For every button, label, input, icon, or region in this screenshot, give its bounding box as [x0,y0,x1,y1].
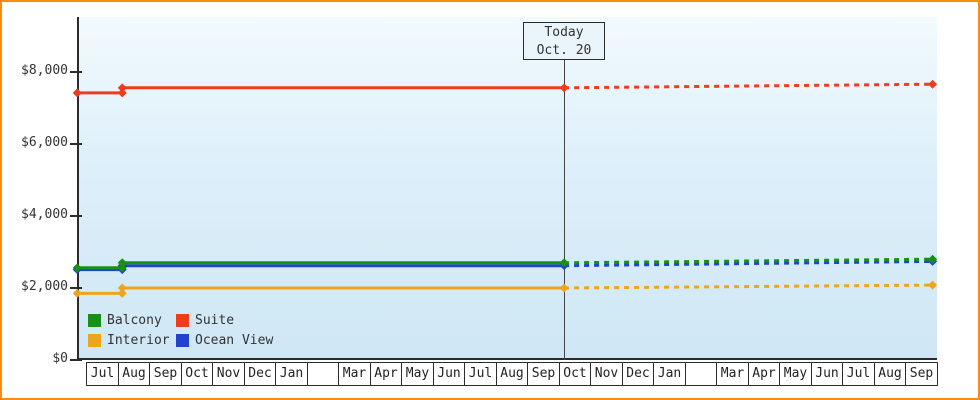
x-axis-month-cell: Dec [244,362,276,386]
x-axis-month-cell: Mar [716,362,749,386]
x-axis-month-cell: Apr [748,362,780,386]
y-axis-tick-mark [70,359,82,361]
x-axis-month-cell: Sep [149,362,182,386]
legend-swatch-icon [88,334,101,347]
legend-item: Suite [176,313,273,328]
x-axis-month-cell: Jul [842,362,875,386]
legend-swatch-icon [176,314,189,327]
y-axis-tick-label: $6,000 [21,135,68,150]
x-axis-month-cell: Apr [370,362,402,386]
legend-label: Interior [107,333,170,348]
legend-swatch-icon [88,314,101,327]
y-axis-tick-mark [70,71,82,73]
x-axis-month-cell: Jun [433,362,465,386]
legend: Balcony Suite Interior Ocean View [88,313,273,348]
x-axis-month-cell: Sep [527,362,560,386]
x-axis-month-cell: Jul [86,362,119,386]
x-axis-month-cell: Jul [464,362,497,386]
legend-item: Balcony [88,313,176,328]
y-axis-tick-label: $2,000 [21,279,68,294]
x-axis-month-cell: Nov [212,362,245,386]
x-axis-month-cell: Sep [905,362,938,386]
x-axis-month-cell: Aug [874,362,906,386]
x-axis-month-cell: Jun [811,362,843,386]
today-line [564,60,565,360]
x-axis-month-cell: Aug [118,362,150,386]
x-axis-month-cell: Oct [559,362,591,386]
plot-area [77,17,937,360]
x-axis-month-cell [307,362,339,386]
legend-label: Ocean View [195,333,274,348]
legend-item: Ocean View [176,333,273,348]
x-axis-month-cell [685,362,717,386]
x-axis-month-cell: Mar [338,362,371,386]
y-axis-tick-label: $8,000 [21,63,68,78]
x-axis-month-cell: May [779,362,812,386]
x-axis-month-cell: Dec [622,362,654,386]
legend-swatch-icon [176,334,189,347]
y-axis-tick-mark [70,215,82,217]
legend-label: Suite [195,313,235,328]
x-axis-month-cell: Jan [275,362,308,386]
y-axis-tick-mark [70,143,82,145]
today-date: Oct. 20 [536,43,592,58]
x-axis-month-cell: May [401,362,434,386]
y-axis-tick-label: $4,000 [21,207,68,222]
y-axis-tick-mark [70,287,82,289]
x-axis-month-cell: Nov [590,362,623,386]
legend-label: Balcony [107,313,162,328]
today-label: Today [544,25,584,40]
x-axis-month-cell: Jan [653,362,686,386]
x-axis-month-cell: Aug [496,362,528,386]
x-axis-month-cell: Oct [181,362,213,386]
y-axis-tick-label: $0 [52,351,68,366]
legend-item: Interior [88,333,176,348]
today-annotation: Today Oct. 20 [523,22,605,60]
